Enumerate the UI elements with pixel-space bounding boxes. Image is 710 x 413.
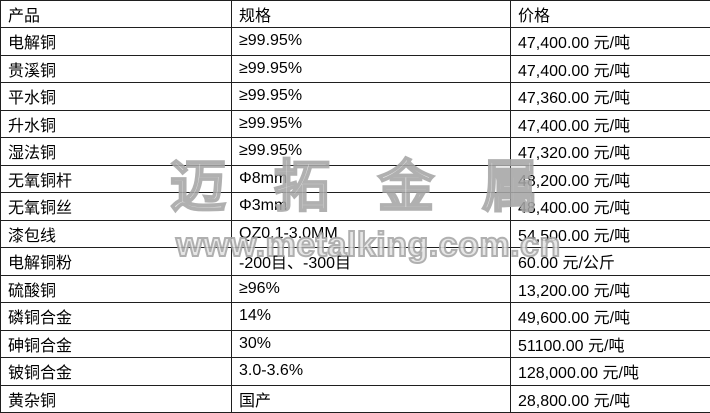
price-cell: 47,320.00 元/吨 <box>510 137 710 166</box>
table-row: 砷铜合金 30% 51100.00 元/吨 <box>0 329 710 358</box>
table-row: 平水铜 ≥99.95% 47,360.00 元/吨 <box>0 82 710 111</box>
table-row: 硫酸铜 ≥96% 13,200.00 元/吨 <box>0 274 710 303</box>
product-cell: 铍铜合金 <box>0 357 232 386</box>
price-cell: 60.00 元/公斤 <box>510 247 710 276</box>
price-cell: 51100.00 元/吨 <box>510 329 710 358</box>
table-row: 无氧铜杆 Φ8mm 48,200.00 元/吨 <box>0 164 710 193</box>
product-cell: 砷铜合金 <box>0 329 232 358</box>
price-cell: 49,600.00 元/吨 <box>510 302 710 331</box>
product-cell: 湿法铜 <box>0 137 232 166</box>
spec-cell: Φ8mm <box>231 164 511 193</box>
table-row: 湿法铜 ≥99.95% 47,320.00 元/吨 <box>0 137 710 166</box>
product-cell: 无氧铜杆 <box>0 164 232 193</box>
price-cell: 47,400.00 元/吨 <box>510 54 710 83</box>
column-header-product: 产品 <box>0 0 232 28</box>
product-cell: 磷铜合金 <box>0 302 232 331</box>
price-cell: 128,000.00 元/吨 <box>510 357 710 386</box>
spec-cell: ≥99.95% <box>231 109 511 138</box>
price-cell: 47,400.00 元/吨 <box>510 27 710 56</box>
price-table-body: 电解铜 ≥99.95% 47,400.00 元/吨 贵溪铜 ≥99.95% 47… <box>0 27 710 413</box>
product-cell: 硫酸铜 <box>0 274 232 303</box>
price-cell: 48,400.00 元/吨 <box>510 192 710 221</box>
product-cell: 平水铜 <box>0 82 232 111</box>
spec-cell: ≥99.95% <box>231 137 511 166</box>
product-cell: 无氧铜丝 <box>0 192 232 221</box>
price-cell: 13,200.00 元/吨 <box>510 274 710 303</box>
spec-cell: QZ0.1-3.0MM <box>231 219 511 248</box>
spec-cell: ≥99.95% <box>231 54 511 83</box>
table-row: 电解铜 ≥99.95% 47,400.00 元/吨 <box>0 27 710 56</box>
spec-cell: 30% <box>231 329 511 358</box>
spec-cell: -200目、-300目 <box>231 247 511 276</box>
table-row: 铍铜合金 3.0-3.6% 128,000.00 元/吨 <box>0 357 710 386</box>
table-row: 无氧铜丝 Φ3mm 48,400.00 元/吨 <box>0 192 710 221</box>
spec-cell: ≥99.95% <box>231 82 511 111</box>
column-header-spec: 规格 <box>231 0 511 28</box>
product-cell: 漆包线 <box>0 219 232 248</box>
price-cell: 28,800.00 元/吨 <box>510 384 710 413</box>
spec-cell: Φ3mm <box>231 192 511 221</box>
price-cell: 54,500.00 元/吨 <box>510 219 710 248</box>
price-cell: 47,400.00 元/吨 <box>510 109 710 138</box>
product-cell: 电解铜粉 <box>0 247 232 276</box>
table-row: 黄杂铜 国产 28,800.00 元/吨 <box>0 384 710 413</box>
spec-cell: ≥99.95% <box>231 27 511 56</box>
table-row: 电解铜粉 -200目、-300目 60.00 元/公斤 <box>0 247 710 276</box>
spec-cell: 国产 <box>231 384 511 413</box>
product-cell: 黄杂铜 <box>0 384 232 413</box>
table-row: 漆包线 QZ0.1-3.0MM 54,500.00 元/吨 <box>0 219 710 248</box>
price-cell: 48,200.00 元/吨 <box>510 164 710 193</box>
spec-cell: 14% <box>231 302 511 331</box>
table-header-row: 产品 规格 价格 <box>0 0 710 28</box>
spec-cell: ≥96% <box>231 274 511 303</box>
table-row: 贵溪铜 ≥99.95% 47,400.00 元/吨 <box>0 54 710 83</box>
spec-cell: 3.0-3.6% <box>231 357 511 386</box>
column-header-price: 价格 <box>510 0 710 28</box>
table-row: 升水铜 ≥99.95% 47,400.00 元/吨 <box>0 109 710 138</box>
price-cell: 47,360.00 元/吨 <box>510 82 710 111</box>
product-cell: 电解铜 <box>0 27 232 56</box>
product-cell: 升水铜 <box>0 109 232 138</box>
table-row: 磷铜合金 14% 49,600.00 元/吨 <box>0 302 710 331</box>
product-cell: 贵溪铜 <box>0 54 232 83</box>
